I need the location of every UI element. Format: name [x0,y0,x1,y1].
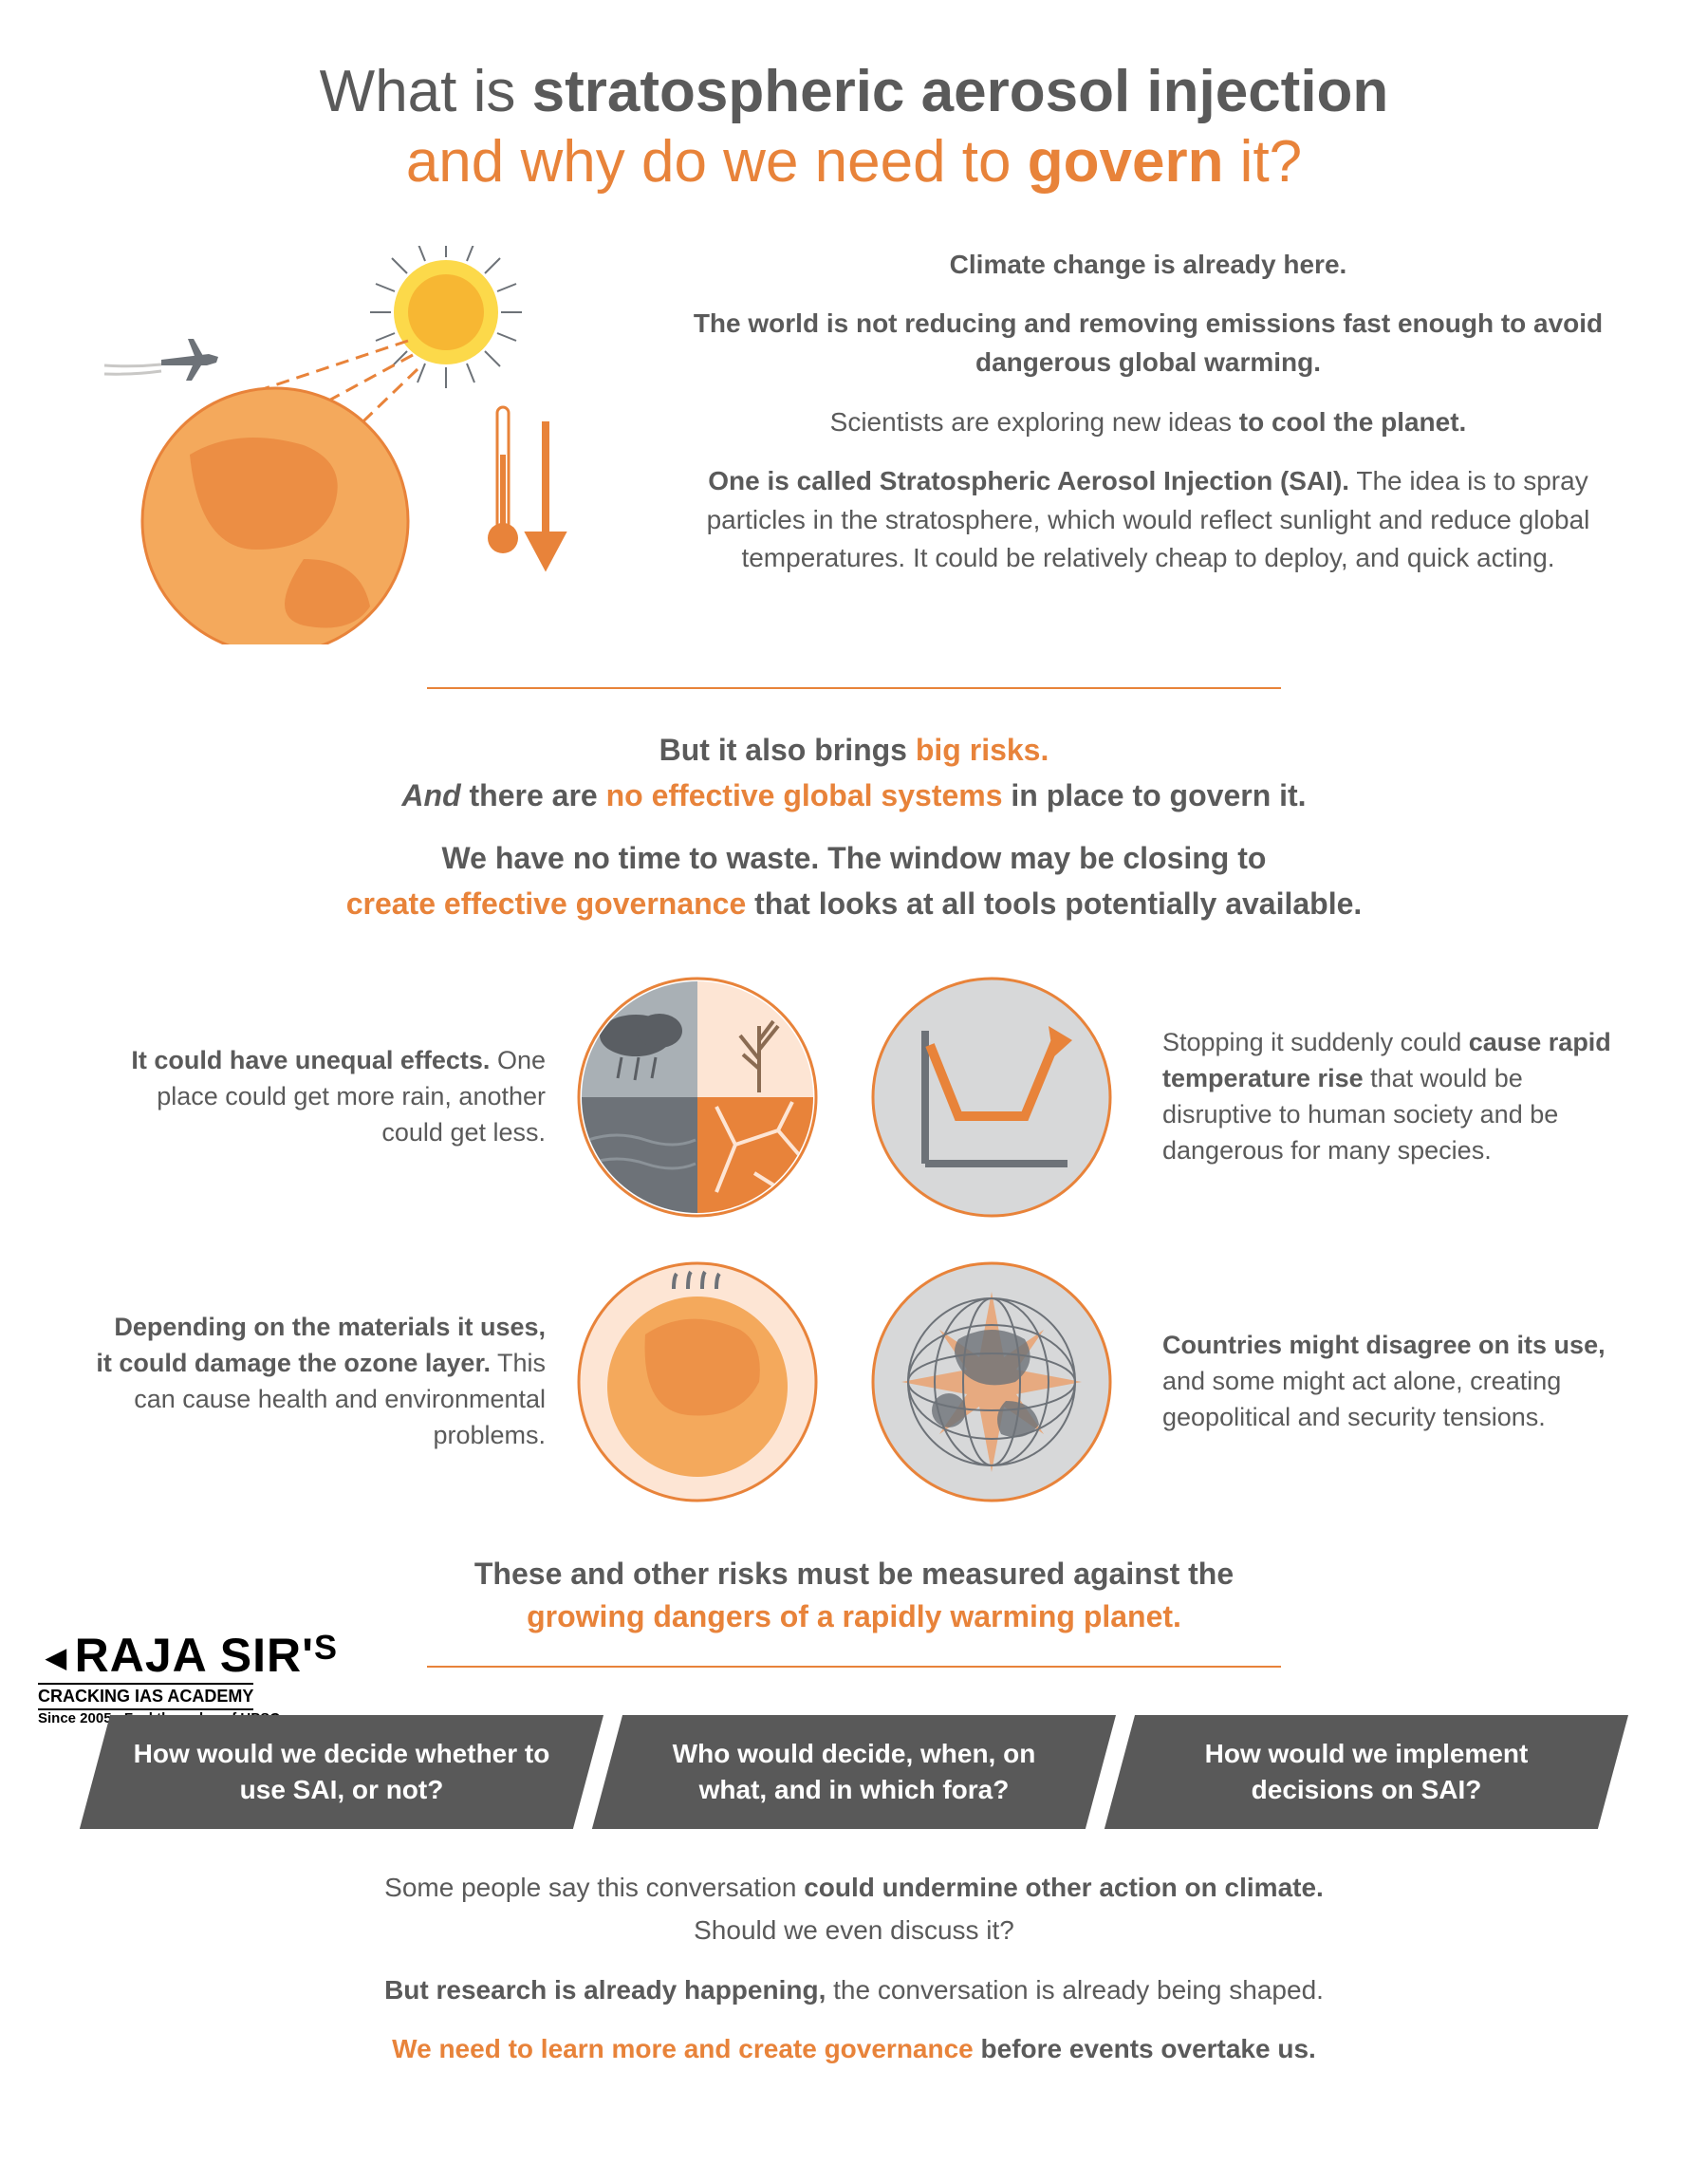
risk-1-pre: Stopping it suddenly could [1162,1028,1469,1056]
question-1: How would we decide whether to use SAI, … [123,1736,560,1808]
logo-suffix: S [314,1628,338,1667]
title-line2-bold: govern [1028,129,1224,195]
risk-ozone: Depending on the materials it uses, it c… [95,1310,546,1453]
footer-p1-bold: could undermine other action on climate. [804,1873,1324,1902]
ozone-damage-icon [574,1259,821,1505]
rapid-temp-rise-icon [868,974,1115,1221]
title-line1-bold: stratospheric aerosol injection [532,59,1389,124]
risk-3-bold: Countries might disagree on its use, [1162,1331,1606,1359]
risks-grid: It could have unequal effects. One place… [95,974,1613,1505]
hero-p4-bold: One is called Stratospheric Aerosol Inje… [708,466,1349,495]
mid-l4b: that looks at all tools potentially avai… [746,886,1362,921]
risk-3-rest: and some might act alone, creating geopo… [1162,1367,1561,1431]
hero-p2: The world is not reducing and removing e… [694,308,1603,377]
risk-0-bold: It could have unequal effects. [131,1046,490,1074]
mid-l2c: no effective global systems [606,778,1003,812]
hero-p3-pre: Scientists are exploring new ideas [830,407,1239,437]
footer-p3-orange: We need to learn more and create governa… [392,2034,974,2063]
risk-2-bold: Depending on the materials it uses, it c… [96,1313,546,1377]
logo-main: RAJA SIR' [75,1629,314,1682]
hero-section: Climate change is already here. The worl… [95,246,1613,649]
footer-p1-pre: Some people say this conversation [384,1873,804,1902]
divider-1 [427,687,1281,689]
title-line1-pre: What is [320,59,532,124]
question-box-3: How would we implement decisions on SAI? [1105,1715,1628,1829]
footer-text: Some people say this conversation could … [95,1867,1613,2071]
mid-l2d: in place to govern it. [1003,778,1307,812]
footer-p1-post: Should we even discuss it? [694,1915,1014,1945]
footer-p3-rest: before events overtake us. [974,2034,1316,2063]
hero-p3-bold: to cool the planet. [1239,407,1467,437]
divider-2 [427,1666,1281,1668]
hero-illustration [95,246,626,649]
mid-risks-intro: But it also brings big risks. And there … [95,727,1613,926]
question-3: How would we implement decisions on SAI? [1148,1736,1585,1808]
questions-row: How would we decide whether to use SAI, … [95,1715,1613,1829]
logo-sub: CRACKING IAS ACADEMY [38,1683,253,1710]
mid-l1a: But it also brings [659,733,916,767]
title-line2-pre: and why do we need to [406,129,1028,195]
mid-l4a: create effective governance [346,886,747,921]
question-box-2: Who would decide, when, on what, and in … [592,1715,1116,1829]
sai-concept-icon [95,246,626,644]
footer-p2-post: the conversation is already being shaped… [826,1975,1324,2005]
geopolitical-icon [868,1259,1115,1505]
mid-l1b: big risks. [916,733,1049,767]
question-box-1: How would we decide whether to use SAI, … [80,1715,603,1829]
mid-l2b: there are [461,778,606,812]
risks-summary: These and other risks must be measured a… [95,1553,1613,1638]
academy-logo: ◄RAJA SIR'S CRACKING IAS ACADEMY Since 2… [38,1628,338,1726]
title-line2-post: it? [1223,129,1302,195]
mid-l3: We have no time to waste. The window may… [442,841,1267,875]
risk-temp-rise: Stopping it suddenly could cause rapid t… [1162,1025,1613,1168]
question-2: Who would decide, when, on what, and in … [636,1736,1072,1808]
footer-p2-bold: But research is already happening, [384,1975,826,2005]
risk-geopolitical: Countries might disagree on its use, and… [1162,1328,1613,1435]
unequal-effects-icon [574,974,821,1221]
risk-unequal-effects: It could have unequal effects. One place… [95,1043,546,1150]
summary-l1: These and other risks must be measured a… [95,1553,1613,1595]
hero-text: Climate change is already here. The worl… [683,246,1613,599]
mid-l2a: And [401,778,460,812]
hero-p1: Climate change is already here. [950,250,1347,279]
page-title: What is stratospheric aerosol injection … [95,57,1613,198]
